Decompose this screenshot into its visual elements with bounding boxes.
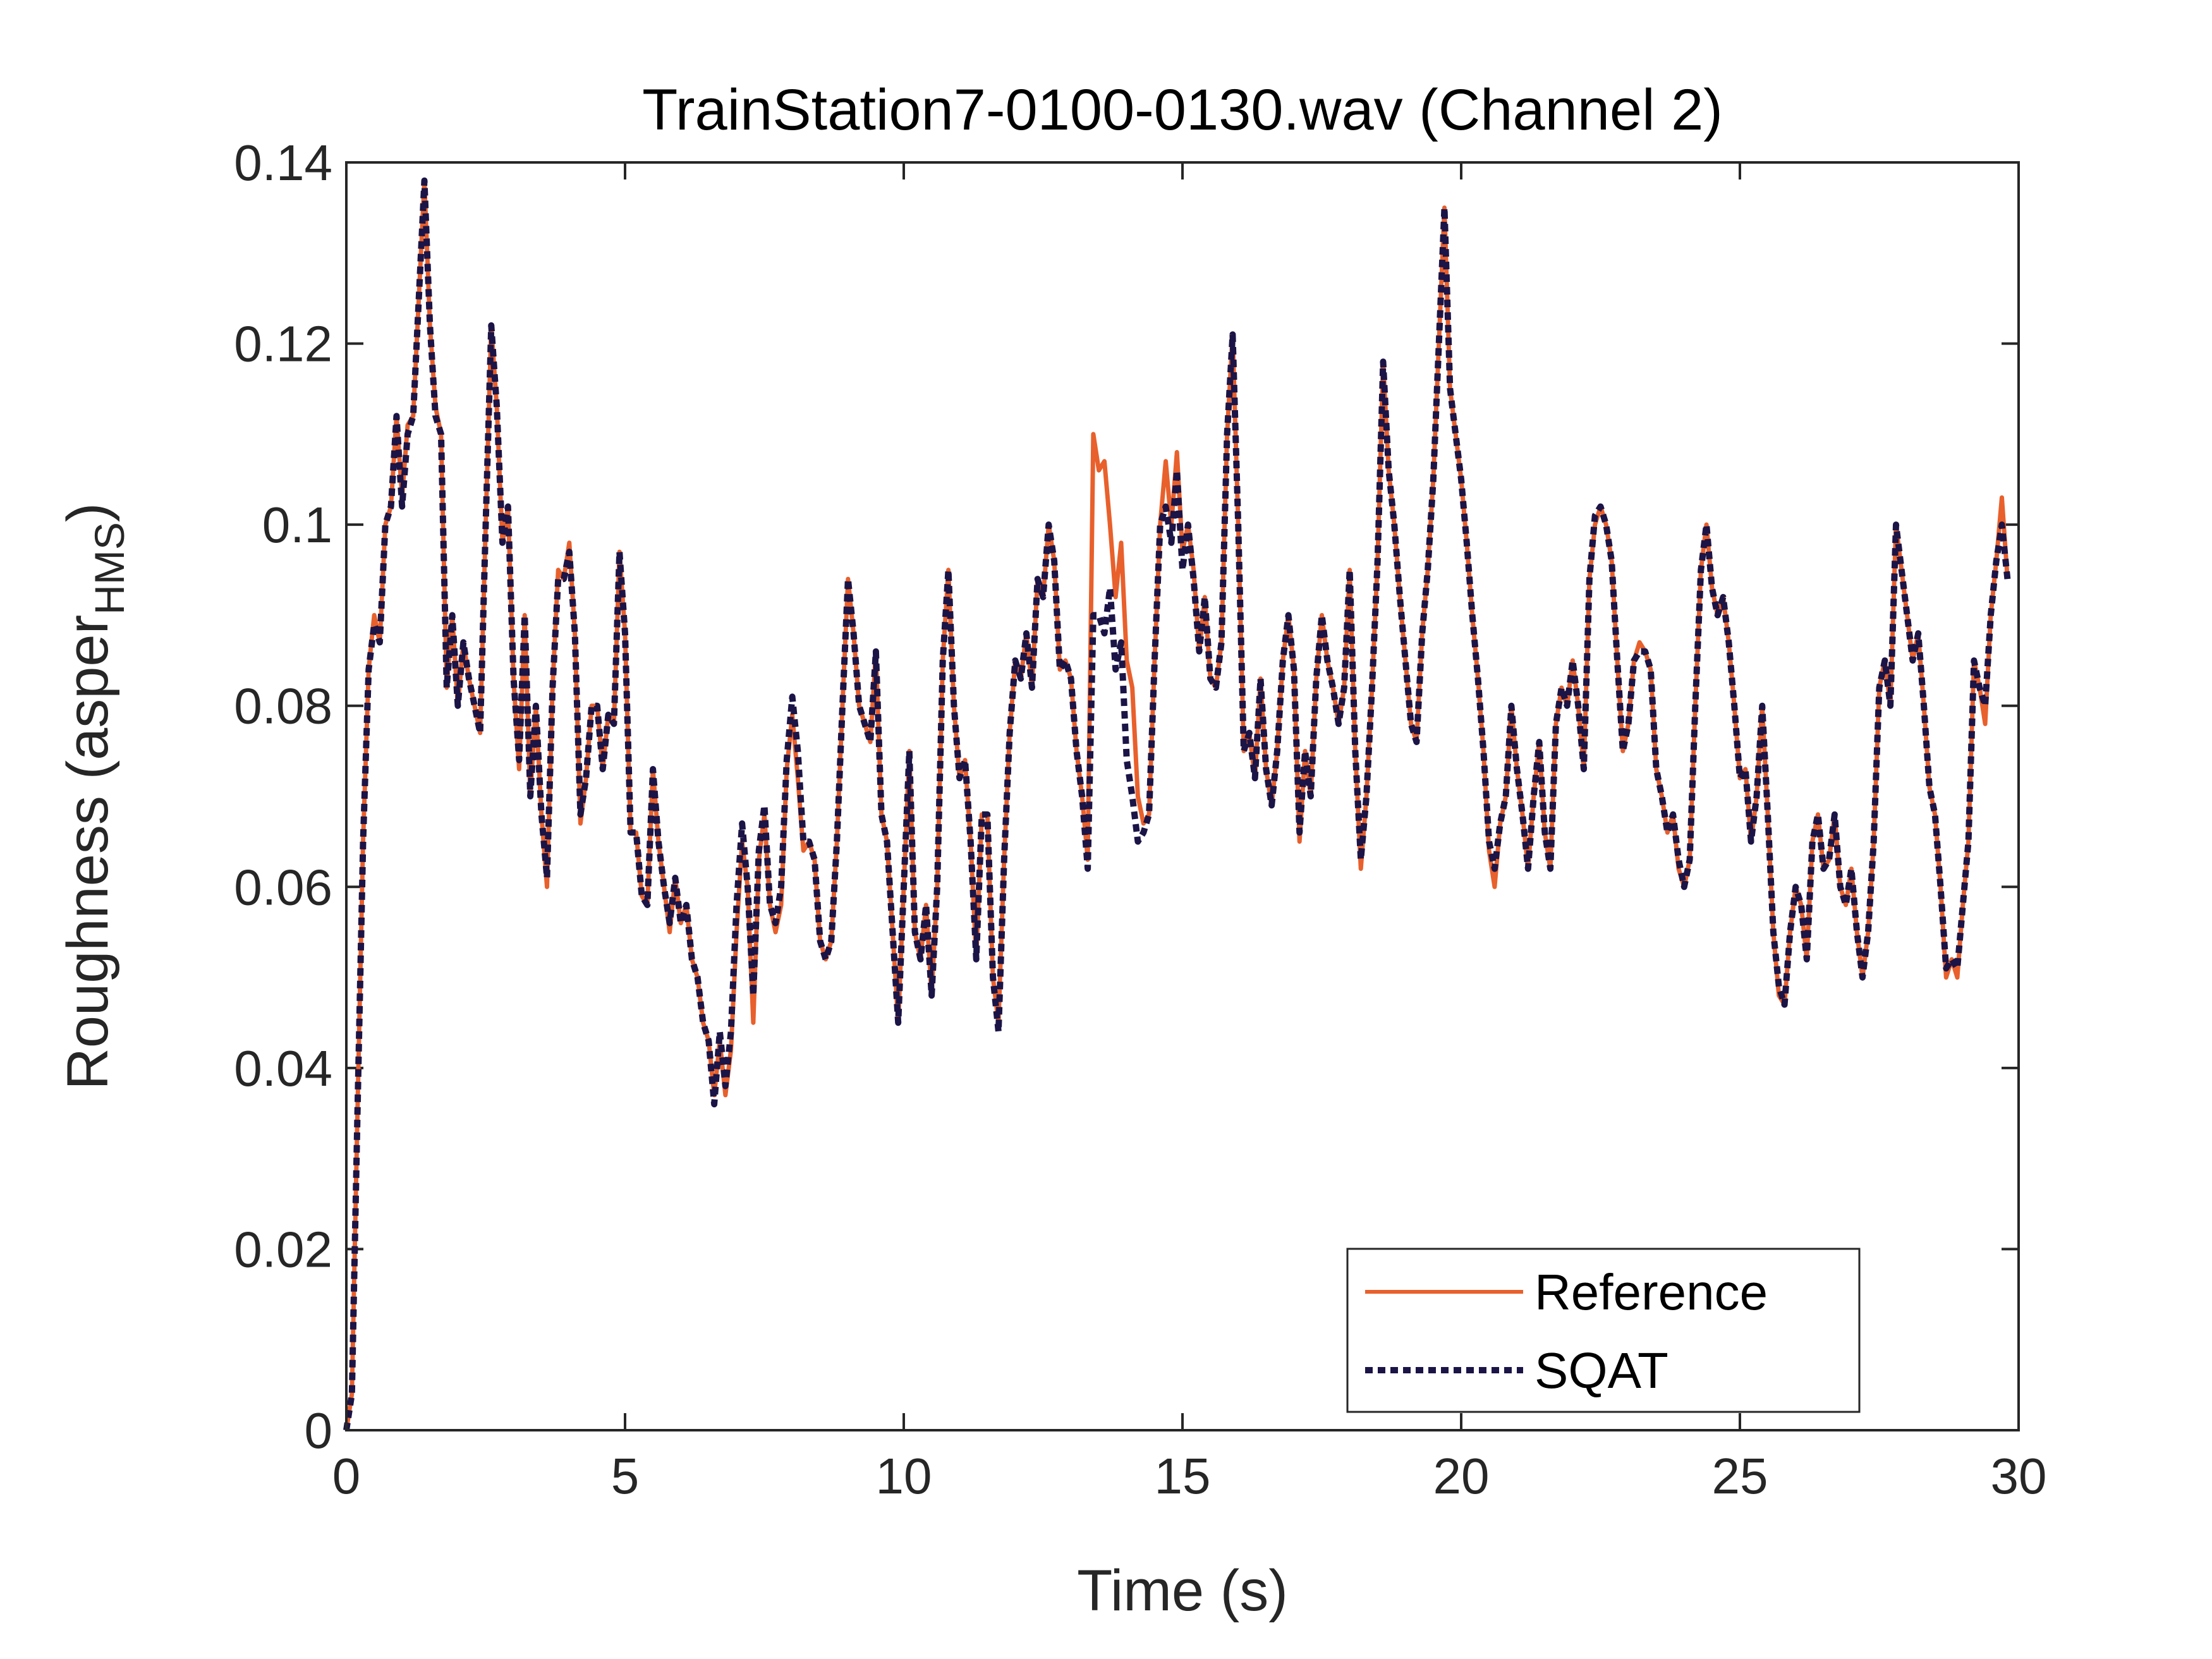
y-tick-label: 0.06 (234, 859, 332, 915)
y-tick-label: 0.04 (234, 1040, 332, 1097)
x-axis: 0 5 10 15 20 25 30 (332, 162, 2047, 1504)
y-tick-label: 0.12 (234, 316, 332, 372)
legend-label-reference: Reference (1534, 1264, 1768, 1320)
y-axis-label-main: Roughness (asper (56, 615, 120, 1090)
x-tick-label: 10 (876, 1448, 932, 1504)
y-tick-label: 0 (305, 1402, 333, 1459)
x-tick-label: 15 (1155, 1448, 1211, 1504)
x-tick-label: 30 (1991, 1448, 2047, 1504)
x-axis-label: Time (s) (1077, 1559, 1288, 1623)
y-tick-label: 0.08 (234, 678, 332, 734)
y-tick-label: 0.14 (234, 135, 332, 191)
series-layer (343, 177, 2011, 1431)
chart-title: TrainStation7-0100-0130.wav (Channel 2) (642, 78, 1723, 142)
y-tick-label: 0.1 (262, 497, 332, 553)
y-tick-label: 0.02 (234, 1221, 332, 1277)
legend: Reference SQAT (1346, 1248, 1861, 1413)
y-axis: 0 0.02 0.04 0.06 0.08 0.1 0.12 0.14 (234, 135, 2019, 1459)
x-tick-label: 5 (611, 1448, 640, 1504)
legend-box (1346, 1248, 1861, 1413)
plot-area (346, 162, 2019, 1430)
x-tick-label: 20 (1433, 1448, 1490, 1504)
y-axis-label-subscript: HMS (86, 522, 133, 615)
series-line-sqat (343, 177, 2011, 1431)
x-tick-label: 0 (332, 1448, 361, 1504)
x-tick-label: 25 (1712, 1448, 1768, 1504)
y-axis-label-close: ) (56, 502, 120, 522)
legend-label-sqat: SQAT (1534, 1342, 1668, 1399)
axes-box (345, 161, 2020, 1431)
y-axis-label: Roughness (asperHMS) (56, 502, 133, 1090)
